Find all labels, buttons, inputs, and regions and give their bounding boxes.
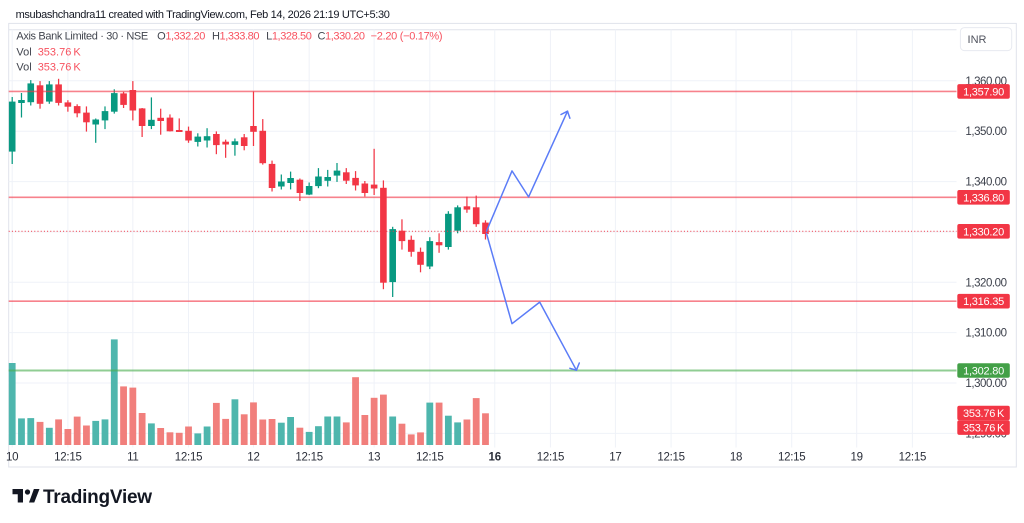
svg-text:1,310.00: 1,310.00: [965, 328, 1006, 340]
svg-text:16: 16: [489, 452, 501, 464]
svg-text:12:15: 12:15: [54, 452, 81, 464]
svg-text:13: 13: [368, 452, 380, 464]
svg-text:19: 19: [850, 452, 862, 464]
svg-text:353.76 K: 353.76 K: [963, 423, 1005, 435]
svg-text:1,320.00: 1,320.00: [965, 277, 1006, 289]
svg-text:msubashchandra11 created with: msubashchandra11 created with TradingVie…: [16, 9, 390, 21]
svg-text:12:15: 12:15: [416, 452, 443, 464]
svg-text:1,302.80: 1,302.80: [963, 366, 1004, 378]
svg-text:1,336.80: 1,336.80: [963, 192, 1004, 204]
svg-text:12:15: 12:15: [899, 452, 926, 464]
svg-text:1,357.90: 1,357.90: [963, 86, 1004, 98]
svg-text:1,316.35: 1,316.35: [963, 296, 1004, 308]
svg-text:17: 17: [609, 452, 621, 464]
svg-text:12: 12: [247, 452, 259, 464]
svg-text:1,350.00: 1,350.00: [965, 126, 1006, 138]
svg-text:12:15: 12:15: [295, 452, 322, 464]
svg-text:12:15: 12:15: [175, 452, 202, 464]
svg-text:10: 10: [6, 452, 18, 464]
svg-text:12:15: 12:15: [778, 452, 805, 464]
svg-text:11: 11: [127, 452, 139, 464]
svg-text:TradingView: TradingView: [43, 487, 152, 508]
svg-text:1,330.20: 1,330.20: [963, 226, 1004, 238]
svg-text:1,300.00: 1,300.00: [965, 378, 1006, 390]
svg-text:12:15: 12:15: [657, 452, 684, 464]
svg-text:353.76 K: 353.76 K: [963, 408, 1005, 420]
svg-text:1,340.00: 1,340.00: [965, 177, 1006, 189]
svg-text:12:15: 12:15: [537, 452, 564, 464]
svg-text:18: 18: [730, 452, 742, 464]
svg-text:INR: INR: [968, 34, 987, 46]
